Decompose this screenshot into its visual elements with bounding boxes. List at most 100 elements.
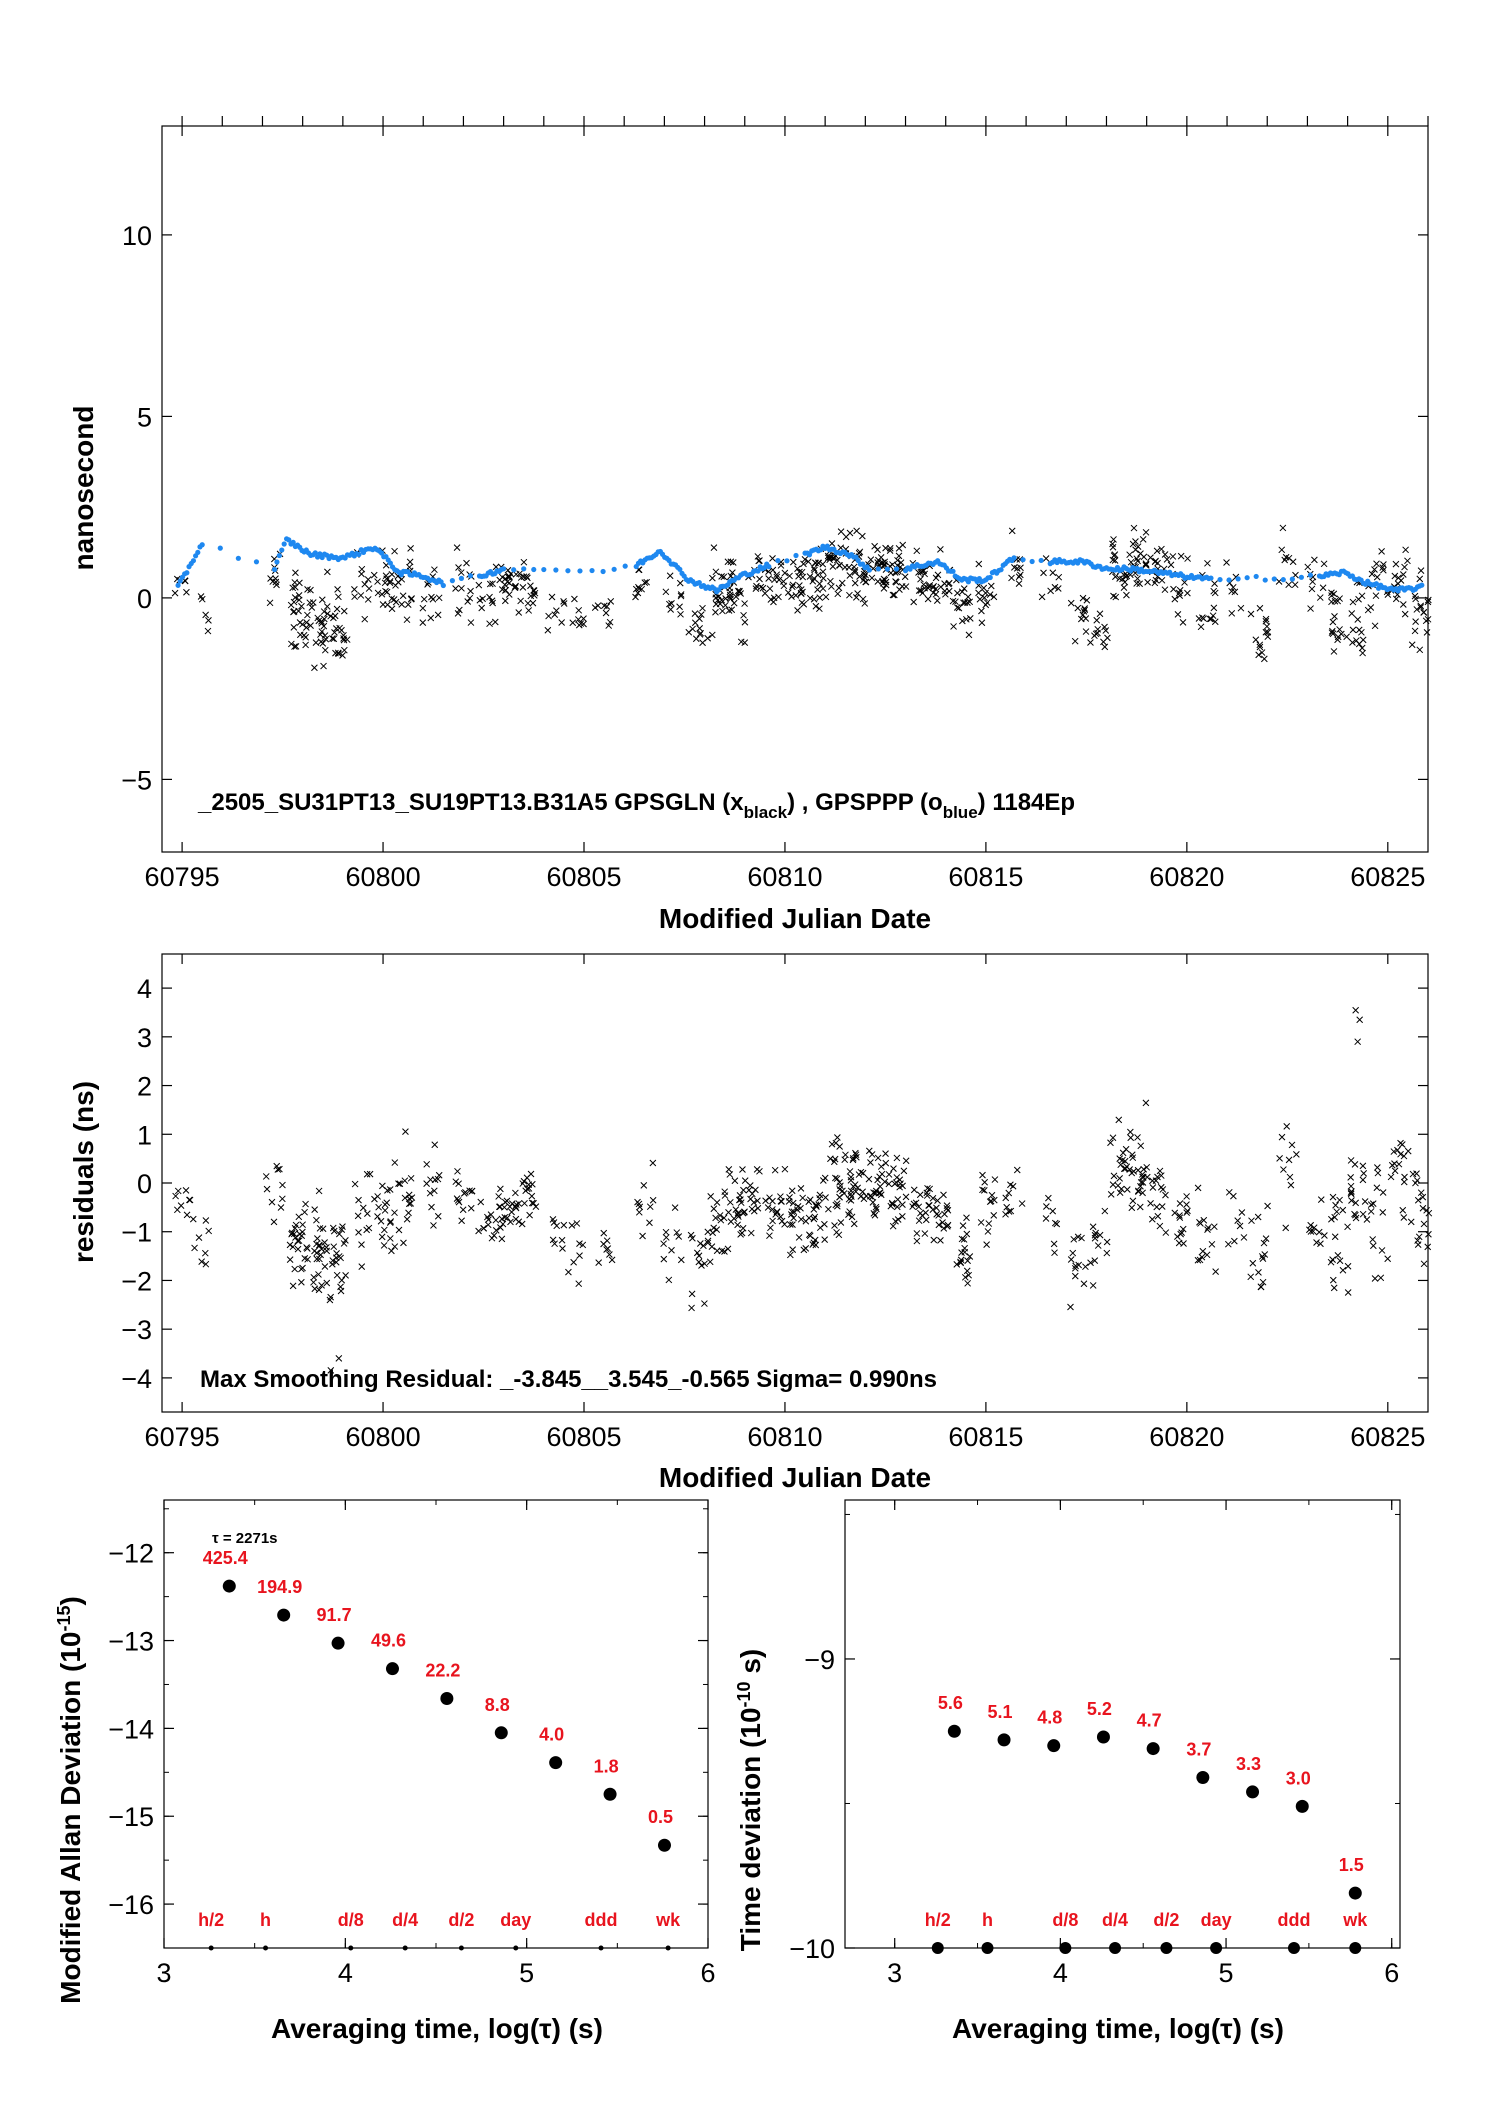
- timeseries-point-black: [677, 610, 684, 618]
- residuals-point: [836, 1193, 843, 1201]
- timeseries-point-black: [1142, 561, 1150, 568]
- residuals-xtick-label: 60825: [1350, 1422, 1425, 1452]
- residuals-point: [1107, 1191, 1115, 1198]
- tau-note: τ = 2271s: [212, 1530, 278, 1547]
- timeseries-point-black: [501, 581, 509, 589]
- residuals-point: [734, 1211, 742, 1219]
- residuals-point: [1425, 1230, 1432, 1238]
- residuals-point-extreme: [335, 1355, 343, 1362]
- timeseries-point-black: [834, 590, 842, 598]
- residuals-point: [837, 1219, 845, 1226]
- residuals-point: [1412, 1179, 1419, 1187]
- residuals-point: [1330, 1284, 1338, 1292]
- residuals-point: [1336, 1196, 1343, 1204]
- timeseries-point-black: [816, 605, 823, 613]
- tdev-xtick-label: 5: [1219, 1958, 1234, 1988]
- timeseries-point-blue: [1373, 581, 1379, 587]
- residuals-point: [943, 1205, 951, 1212]
- residuals-point: [1204, 1224, 1212, 1231]
- timeseries-point-black: [756, 557, 763, 564]
- timeseries-point-black: [1373, 560, 1380, 568]
- residuals-point: [1126, 1128, 1134, 1136]
- timeseries-point-black: [1355, 640, 1363, 648]
- residuals-point: [795, 1234, 803, 1241]
- residuals-point: [635, 1208, 643, 1216]
- residuals-point: [915, 1203, 923, 1211]
- residuals-point: [1283, 1123, 1291, 1130]
- residuals-point: [866, 1192, 874, 1200]
- timeseries-point-black: [851, 579, 859, 587]
- residuals-point: [963, 1214, 970, 1222]
- residuals-point: [940, 1191, 947, 1199]
- residuals-point: [313, 1240, 320, 1248]
- timeseries-point-blue: [1280, 577, 1286, 583]
- residuals-point: [1176, 1212, 1183, 1219]
- timeseries-point-black: [1130, 524, 1138, 532]
- residuals-point: [720, 1214, 728, 1222]
- residuals-point: [811, 1213, 819, 1221]
- timeseries-point-black: [1132, 538, 1139, 545]
- timeseries-point-black: [506, 573, 513, 581]
- residuals-point: [1306, 1226, 1313, 1234]
- residuals-point: [1230, 1237, 1238, 1245]
- timeseries-point-black: [836, 562, 843, 569]
- timeseries-point-blue: [565, 568, 571, 574]
- timeseries-point-black: [303, 619, 310, 626]
- residuals-point: [1255, 1269, 1262, 1276]
- mdev-tau-marker: [458, 1945, 464, 1951]
- residuals-point: [1176, 1200, 1184, 1207]
- residuals-point: [1344, 1262, 1352, 1270]
- tdev-tau-label: day: [1201, 1910, 1232, 1930]
- residuals-point: [1096, 1231, 1104, 1239]
- timeseries-point-black: [1206, 615, 1214, 623]
- timeseries-point-black: [816, 580, 823, 588]
- timeseries-point-black: [881, 576, 889, 584]
- residuals-point: [1156, 1222, 1164, 1230]
- timeseries-point-black: [1231, 588, 1239, 596]
- timeseries-point-black: [501, 587, 509, 594]
- residuals-point: [315, 1286, 323, 1294]
- timeseries-point-blue: [1419, 582, 1425, 588]
- timeseries-point-black: [183, 588, 190, 596]
- residuals-point: [816, 1224, 824, 1232]
- residuals-point: [1109, 1134, 1117, 1142]
- residuals-point: [1082, 1263, 1089, 1271]
- timeseries-point-black: [730, 599, 738, 607]
- timeseries-point-black: [292, 569, 299, 577]
- timeseries-point-black: [478, 604, 486, 612]
- timeseries-point-black: [765, 568, 772, 575]
- residuals-point: [921, 1230, 929, 1237]
- timeseries-point-black: [1096, 610, 1104, 618]
- residuals-point: [1136, 1203, 1144, 1211]
- residuals-point: [358, 1263, 366, 1271]
- timeseries-point-blue: [274, 559, 280, 565]
- residuals-point: [338, 1226, 346, 1233]
- timeseries-point-black: [1158, 576, 1166, 584]
- timeseries-point-black: [1330, 648, 1338, 655]
- residuals-point: [847, 1173, 855, 1181]
- residuals-point: [640, 1182, 648, 1189]
- residuals-point: [1153, 1203, 1161, 1211]
- timeseries-point-blue: [577, 568, 583, 574]
- residuals-point: [830, 1158, 838, 1166]
- timeseries-point-black: [1371, 622, 1379, 630]
- tdev-tau-label: ddd: [1277, 1910, 1310, 1930]
- timeseries-point-black: [1307, 605, 1314, 612]
- timeseries-point-black: [575, 621, 583, 629]
- residuals-point: [1139, 1179, 1147, 1186]
- timeseries-point-black: [962, 615, 970, 623]
- residuals-point: [687, 1231, 695, 1239]
- timeseries-point-black: [852, 594, 860, 601]
- residuals-point: [909, 1203, 916, 1210]
- timeseries-point-black: [1161, 551, 1169, 558]
- tdev-point: [1146, 1742, 1160, 1756]
- timeseries-point-black: [696, 615, 703, 623]
- timeseries-point-black: [1401, 563, 1408, 571]
- residuals-point: [321, 1239, 328, 1246]
- residuals-point: [526, 1211, 533, 1219]
- timeseries-point-black: [1211, 618, 1219, 626]
- residuals-point: [311, 1206, 319, 1214]
- residuals-point: [717, 1216, 725, 1224]
- timeseries-point-black: [304, 611, 311, 619]
- residuals-point: [849, 1156, 857, 1164]
